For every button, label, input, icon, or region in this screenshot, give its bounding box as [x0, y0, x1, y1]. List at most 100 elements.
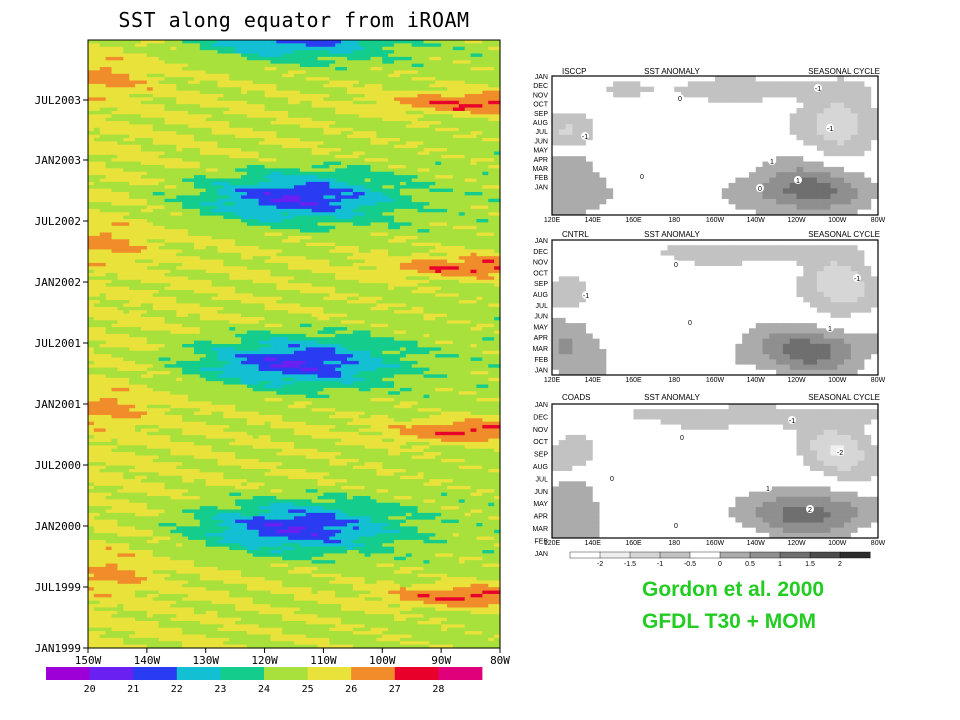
- heatmap-cell: [264, 202, 272, 207]
- heatmap-cell: [123, 269, 130, 274]
- heatmap-cell: [417, 100, 425, 105]
- heatmap-cell: [376, 141, 383, 146]
- heatmap-cell: [270, 124, 277, 129]
- heatmap-cell: [140, 232, 148, 237]
- heatmap-cell: [411, 181, 419, 186]
- heatmap-cell: [370, 269, 377, 274]
- heatmap-cell: [429, 161, 436, 166]
- heatmap-cell: [288, 110, 295, 115]
- heatmap-cell: [105, 208, 113, 213]
- heatmap-cell: [405, 107, 413, 112]
- heatmap-cell: [140, 53, 148, 58]
- heatmap-cell: [376, 276, 383, 281]
- heatmap-cell: [264, 161, 272, 166]
- heatmap-cell: [164, 87, 171, 92]
- heatmap-cell: [305, 141, 313, 146]
- heatmap-cell: [323, 181, 330, 186]
- heatmap-cell: [311, 56, 319, 61]
- heatmap-cell: [170, 60, 177, 65]
- heatmap-cell: [452, 77, 460, 82]
- heatmap-cell: [193, 276, 201, 281]
- heatmap-cell: [105, 117, 113, 122]
- heatmap-cell: [258, 273, 266, 278]
- heatmap-cell: [458, 87, 466, 92]
- heatmap-cell: [452, 110, 460, 115]
- heatmap-cell: [370, 168, 377, 173]
- heatmap-cell: [458, 161, 466, 166]
- heatmap-cell: [117, 80, 124, 85]
- heatmap-cell: [488, 154, 495, 159]
- heatmap-cell: [217, 80, 224, 85]
- heatmap-cell: [494, 229, 501, 234]
- heatmap-cell: [111, 239, 119, 244]
- heatmap-cell: [346, 158, 354, 163]
- heatmap-cell: [105, 121, 113, 126]
- heatmap-cell: [105, 188, 113, 193]
- heatmap-cell: [311, 60, 319, 65]
- heatmap-cell: [241, 144, 248, 149]
- heatmap-cell: [399, 124, 407, 129]
- heatmap-cell: [276, 90, 283, 95]
- heatmap-cell: [99, 273, 107, 278]
- heatmap-cell: [123, 73, 130, 78]
- heatmap-cell: [211, 164, 219, 169]
- heatmap-cell: [476, 158, 483, 163]
- heatmap-cell: [323, 195, 330, 200]
- heatmap-cell: [441, 56, 448, 61]
- heatmap-cell: [123, 117, 130, 122]
- heatmap-cell: [199, 73, 207, 78]
- heatmap-cell: [193, 192, 201, 196]
- heatmap-cell: [140, 259, 148, 264]
- heatmap-cell: [452, 121, 460, 126]
- heatmap-cell: [329, 137, 336, 142]
- heatmap-cell: [152, 242, 160, 247]
- heatmap-cell: [211, 205, 219, 210]
- heatmap-cell: [217, 222, 224, 227]
- heatmap-cell: [452, 266, 460, 271]
- heatmap-cell: [223, 205, 230, 210]
- heatmap-cell: [488, 171, 495, 176]
- heatmap-cell: [111, 127, 119, 132]
- heatmap-cell: [376, 43, 383, 48]
- heatmap-cell: [158, 262, 166, 267]
- heatmap-cell: [376, 107, 383, 112]
- heatmap-cell: [111, 222, 119, 227]
- heatmap-cell: [258, 252, 266, 257]
- heatmap-cell: [458, 131, 466, 136]
- heatmap-cell: [276, 198, 283, 203]
- heatmap-cell: [452, 181, 460, 186]
- heatmap-cell: [399, 127, 407, 132]
- heatmap-cell: [394, 229, 401, 234]
- heatmap-cell: [441, 53, 448, 58]
- heatmap-cell: [182, 273, 189, 278]
- heatmap-cell: [246, 249, 254, 254]
- heatmap-cell: [264, 134, 272, 139]
- heatmap-cell: [193, 90, 201, 95]
- heatmap-cell: [470, 249, 478, 254]
- heatmap-cell: [164, 46, 171, 51]
- heatmap-cell: [211, 171, 219, 176]
- heatmap-cell: [494, 63, 501, 68]
- heatmap-cell: [411, 121, 419, 126]
- heatmap-cell: [488, 232, 495, 237]
- heatmap-cell: [452, 256, 460, 261]
- heatmap-cell: [235, 188, 242, 193]
- heatmap-cell: [405, 222, 413, 227]
- heatmap-cell: [235, 219, 242, 223]
- heatmap-cell: [276, 164, 283, 169]
- heatmap-cell: [435, 104, 442, 109]
- heatmap-cell: [399, 63, 407, 68]
- heatmap-cell: [452, 215, 460, 220]
- heatmap-cell: [264, 110, 272, 115]
- heatmap-cell: [117, 117, 124, 122]
- heatmap-cell: [399, 60, 407, 65]
- heatmap-cell: [176, 94, 183, 99]
- heatmap-cell: [146, 107, 154, 112]
- heatmap-cell: [111, 73, 119, 78]
- heatmap-cell: [182, 127, 189, 132]
- heatmap-cell: [447, 219, 454, 223]
- heatmap-cell: [299, 137, 307, 142]
- heatmap-cell: [199, 43, 207, 48]
- heatmap-cell: [311, 276, 319, 281]
- heatmap-cell: [193, 212, 201, 217]
